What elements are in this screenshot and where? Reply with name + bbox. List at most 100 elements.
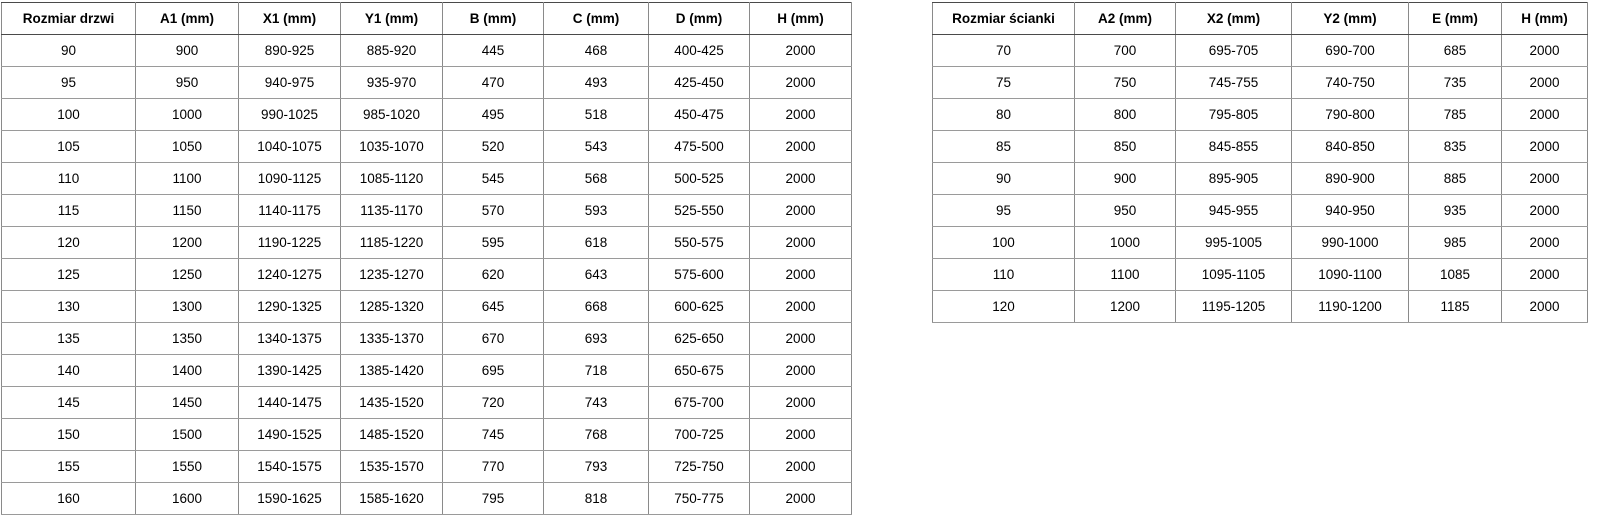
doors-cell: 768 (543, 418, 649, 451)
doors-cell: 668 (543, 290, 649, 323)
walls-cell: 90 (932, 162, 1075, 195)
table-row: 120 1200 1195-1205 1190-1200 1185 2000 (932, 290, 1588, 323)
table-row: 100 1000 990-1025 985-1020 495 518 450-475 2000 (1, 98, 852, 131)
doors-cell: 725-750 (648, 450, 750, 483)
doors-cell: 695 (442, 354, 544, 387)
doors-cell: 1150 (135, 194, 239, 227)
doors-cell: 818 (543, 482, 649, 515)
table-row: 150 1500 1490-1525 1485-1520 745 768 700-725 20… (1, 418, 852, 451)
table-row: 95 950 945-955 940-950 935 2000 (932, 194, 1588, 227)
table-row: 80 800 795-805 790-800 785 2000 (932, 98, 1588, 131)
doors-cell: 130 (1, 290, 136, 323)
walls-cell: 2000 (1501, 34, 1588, 67)
doors-header-row: Rozmiar drzwi A1 (mm) X1 (mm) Y1 (mm) B (mm)… (1, 2, 852, 35)
walls-cell: 945-955 (1175, 194, 1292, 227)
table-row: 135 1350 1340-1375 1335-1370 670 693 625-650 20… (1, 322, 852, 355)
doors-cell: 1400 (135, 354, 239, 387)
doors-cell: 1290-1325 (238, 290, 341, 323)
doors-cell: 115 (1, 194, 136, 227)
doors-cell: 700-725 (648, 418, 750, 451)
doors-cell: 650-675 (648, 354, 750, 387)
table-row: 75 750 745-755 740-750 735 2000 (932, 66, 1588, 99)
doors-cell: 518 (543, 98, 649, 131)
walls-cell: 885 (1408, 162, 1502, 195)
doors-cell: 745 (442, 418, 544, 451)
doors-column-header: Y1 (mm) (340, 2, 443, 35)
walls-spec-table: Rozmiar ścianki A2 (mm) X2 (mm) Y2 (mm) E (m… (932, 2, 1588, 323)
doors-cell: 2000 (749, 34, 852, 67)
doors-column-header: C (mm) (543, 2, 649, 35)
walls-cell: 985 (1408, 226, 1502, 259)
walls-cell: 2000 (1501, 98, 1588, 131)
doors-cell: 1550 (135, 450, 239, 483)
doors-cell: 475-500 (648, 130, 750, 163)
table-row: 100 1000 995-1005 990-1000 985 2000 (932, 226, 1588, 259)
doors-cell: 693 (543, 322, 649, 355)
doors-cell: 795 (442, 482, 544, 515)
doors-cell: 1185-1220 (340, 226, 443, 259)
doors-cell: 750-775 (648, 482, 750, 515)
doors-cell: 1600 (135, 482, 239, 515)
walls-cell: 750 (1074, 66, 1176, 99)
walls-cell: 2000 (1501, 226, 1588, 259)
walls-cell: 840-850 (1291, 130, 1409, 163)
doors-cell: 543 (543, 130, 649, 163)
walls-cell: 690-700 (1291, 34, 1409, 67)
doors-cell: 155 (1, 450, 136, 483)
table-row: 90 900 895-905 890-900 885 2000 (932, 162, 1588, 195)
doors-cell: 2000 (749, 162, 852, 195)
walls-cell: 935 (1408, 194, 1502, 227)
doors-cell: 1385-1420 (340, 354, 443, 387)
doors-cell: 100 (1, 98, 136, 131)
walls-cell: 1190-1200 (1291, 290, 1409, 323)
walls-cell: 85 (932, 130, 1075, 163)
walls-cell: 2000 (1501, 130, 1588, 163)
doors-cell: 1040-1075 (238, 130, 341, 163)
doors-cell: 1390-1425 (238, 354, 341, 387)
doors-cell: 1035-1070 (340, 130, 443, 163)
doors-cell: 670 (442, 322, 544, 355)
doors-cell: 120 (1, 226, 136, 259)
doors-cell: 1485-1520 (340, 418, 443, 451)
doors-cell: 1190-1225 (238, 226, 341, 259)
walls-cell: 950 (1074, 194, 1176, 227)
doors-cell: 2000 (749, 98, 852, 131)
doors-cell: 2000 (749, 418, 852, 451)
doors-cell: 150 (1, 418, 136, 451)
table-row: 125 1250 1240-1275 1235-1270 620 643 575-600 20… (1, 258, 852, 291)
doors-cell: 1200 (135, 226, 239, 259)
table-row: 155 1550 1540-1575 1535-1570 770 793 725-750 20… (1, 450, 852, 483)
doors-column-header: D (mm) (648, 2, 750, 35)
walls-cell: 850 (1074, 130, 1176, 163)
walls-cell: 2000 (1501, 258, 1588, 291)
doors-table-body: 90 900 890-925 885-920 445 468 400-425 2000 95 95… (1, 34, 852, 515)
walls-cell: 700 (1074, 34, 1176, 67)
doors-cell: 400-425 (648, 34, 750, 67)
doors-cell: 770 (442, 450, 544, 483)
walls-cell: 745-755 (1175, 66, 1292, 99)
doors-cell: 793 (543, 450, 649, 483)
doors-cell: 1090-1125 (238, 162, 341, 195)
doors-cell: 1585-1620 (340, 482, 443, 515)
table-row: 85 850 845-855 840-850 835 2000 (932, 130, 1588, 163)
doors-cell: 990-1025 (238, 98, 341, 131)
table-row: 115 1150 1140-1175 1135-1170 570 593 525-550 20… (1, 194, 852, 227)
doors-cell: 470 (442, 66, 544, 99)
doors-cell: 620 (442, 258, 544, 291)
doors-cell: 445 (442, 34, 544, 67)
doors-cell: 160 (1, 482, 136, 515)
doors-cell: 645 (442, 290, 544, 323)
walls-column-header: H (mm) (1501, 2, 1588, 35)
walls-cell: 1200 (1074, 290, 1176, 323)
doors-cell: 110 (1, 162, 136, 195)
doors-cell: 95 (1, 66, 136, 99)
doors-cell: 900 (135, 34, 239, 67)
walls-cell: 80 (932, 98, 1075, 131)
doors-cell: 105 (1, 130, 136, 163)
walls-cell: 790-800 (1291, 98, 1409, 131)
table-row: 130 1300 1290-1325 1285-1320 645 668 600-625 20… (1, 290, 852, 323)
doors-cell: 1250 (135, 258, 239, 291)
doors-cell: 2000 (749, 354, 852, 387)
doors-cell: 1140-1175 (238, 194, 341, 227)
walls-column-header: A2 (mm) (1074, 2, 1176, 35)
